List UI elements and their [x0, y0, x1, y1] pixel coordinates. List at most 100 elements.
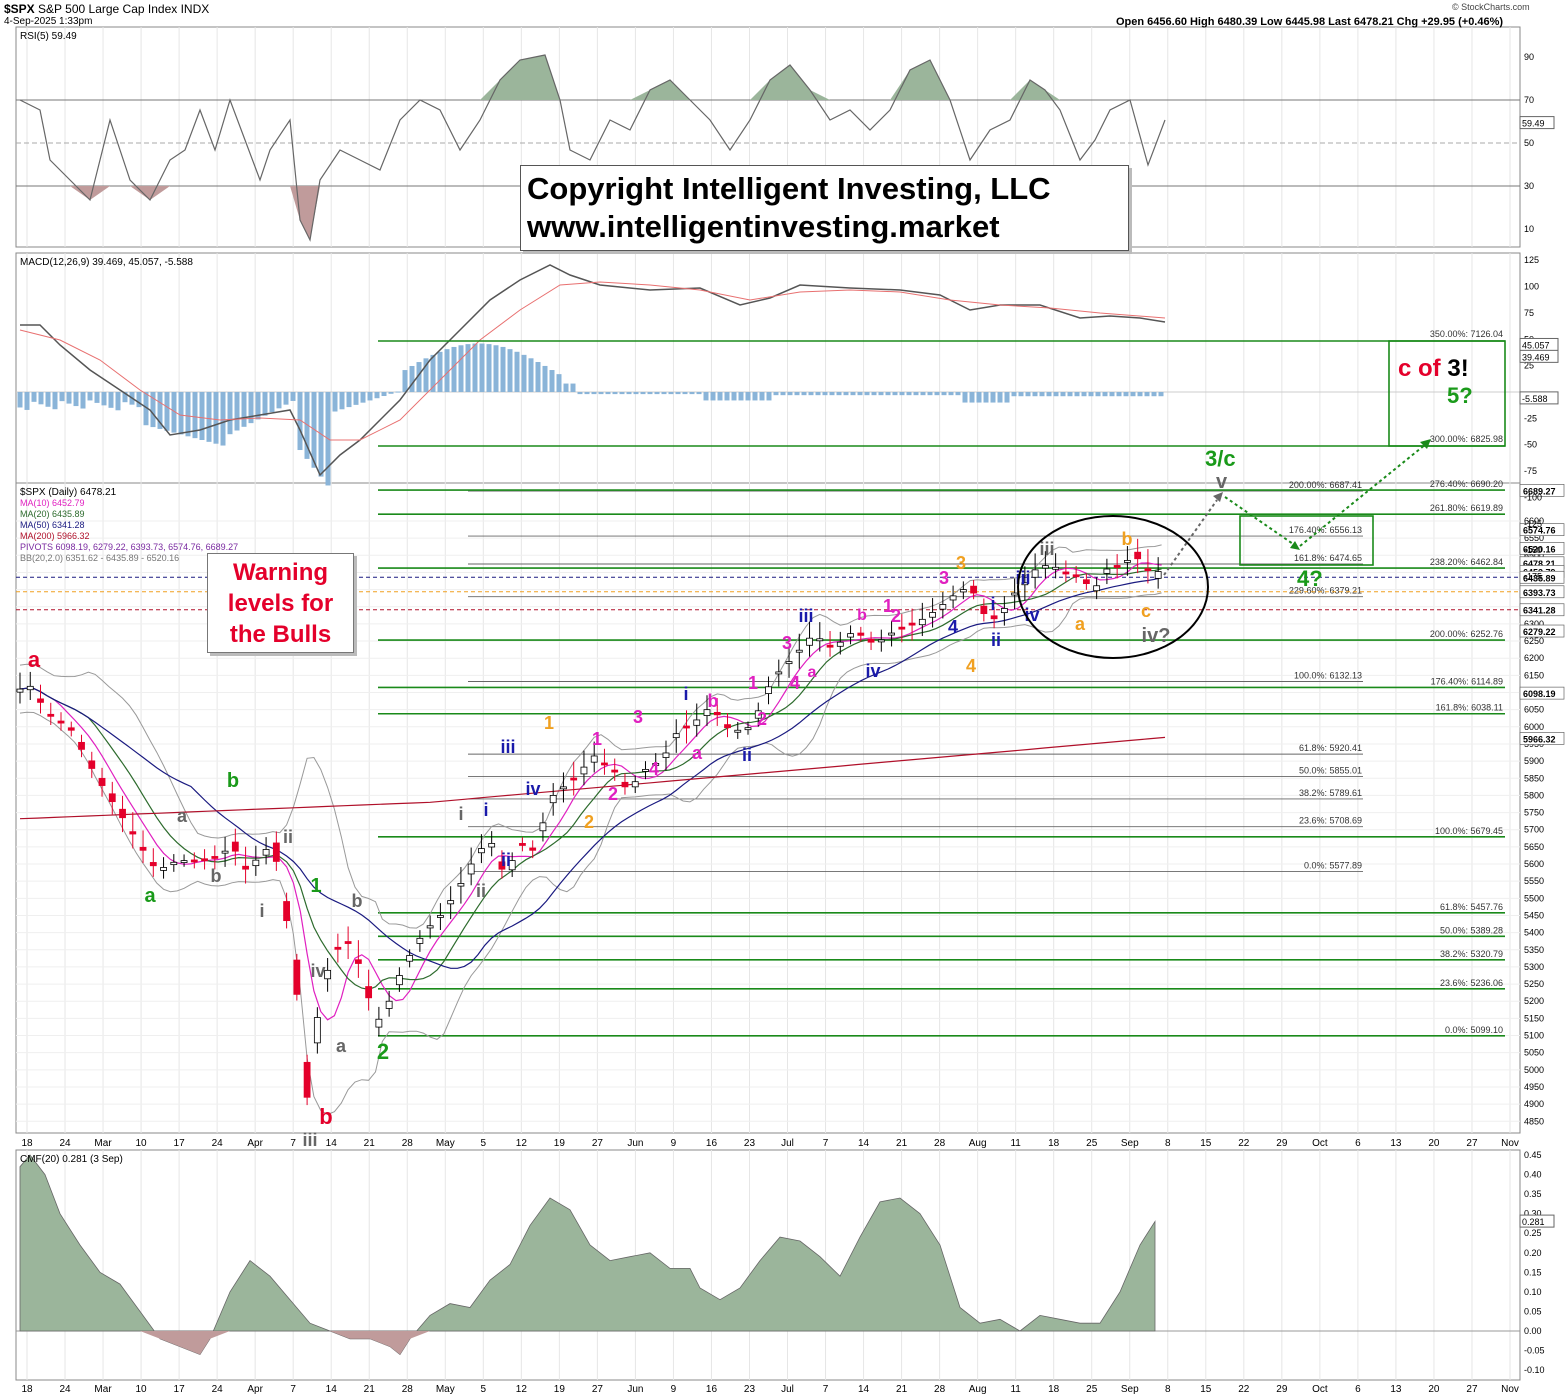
wave-label: i [259, 901, 264, 921]
macd-histogram-bar [122, 392, 128, 403]
rsi-series [19, 54, 1166, 242]
x-tick-label: 28 [402, 1138, 414, 1149]
macd-histogram-bar [633, 392, 639, 395]
wave-label: 3 [633, 707, 643, 727]
macd-histogram-bar [1102, 392, 1108, 397]
price-tick-label: 5150 [1524, 1013, 1544, 1023]
candle-body [990, 615, 998, 620]
price-tick-label: 6300 [1524, 619, 1544, 629]
candle-body [898, 626, 906, 630]
x-tick-label: Apr [247, 1384, 263, 1395]
candle-body [78, 741, 85, 750]
x-tick-label: 14 [326, 1138, 338, 1149]
wave-label: iii [1039, 539, 1054, 559]
candle-body [888, 632, 895, 636]
price-tick-label: 5450 [1524, 910, 1544, 920]
wave-label: 1 [748, 673, 758, 693]
candle-body [590, 755, 598, 763]
annotations: 350.00%: 7126.04 300.00%: 6825.98 c of 3!5… [378, 329, 1506, 659]
macd-histogram-bar [626, 392, 632, 395]
bb-label: BB(20,2.0) 6351.62 - 6435.89 - 6520.16 [20, 553, 179, 563]
x-tick-label: Nov [1501, 1384, 1519, 1395]
x-tick-label: 18 [21, 1138, 33, 1149]
candle-body [621, 781, 629, 788]
x-tick-label: 10 [136, 1384, 148, 1395]
rsi-line [19, 54, 1166, 242]
candle-body [867, 638, 875, 643]
x-tick-label: 8 [1165, 1138, 1171, 1149]
macd-histogram-bar [584, 392, 590, 395]
fib-label: 229.60%: 6379.21 [1289, 586, 1362, 596]
macd-histogram-bar [402, 370, 408, 392]
macd-histogram-bar [66, 392, 72, 404]
macd-histogram-bar [801, 392, 807, 396]
macd-histogram-bar [269, 392, 275, 413]
candle-body [170, 861, 178, 866]
wave-label: a [808, 664, 817, 681]
fib-label: 23.6%: 5708.69 [1299, 816, 1362, 826]
macd-histogram-bar [577, 392, 583, 395]
x-tick-label: 7 [290, 1384, 296, 1395]
price-tag: 6435.89 [1523, 573, 1556, 583]
macd-histogram-bar [1039, 392, 1045, 397]
fib-label: 276.40%: 6690.20 [1430, 479, 1503, 489]
price-tag-box [1519, 523, 1565, 537]
macd-histogram-bar [773, 392, 779, 396]
candle-body [47, 713, 55, 717]
macd-histogram-bar [738, 392, 744, 401]
wave-label: iii [798, 606, 813, 626]
wave-label: b [319, 1104, 332, 1129]
macd-histogram-bar [1032, 392, 1038, 397]
macd-histogram-bar [514, 351, 520, 392]
price-tick-label: 5200 [1524, 996, 1544, 1006]
wave-label: 2 [757, 709, 767, 729]
wave-label: iv [865, 661, 880, 681]
macd-histogram-bar [892, 392, 898, 396]
fib-label: 176.40%: 6114.89 [1431, 676, 1503, 686]
macd-histogram-bar [38, 392, 44, 405]
macd-histogram-bar [472, 343, 478, 392]
macd-histogram-bar [941, 392, 947, 396]
axes: 18182424MarMar101017172424AprApr77141421… [21, 52, 1565, 1395]
candle-body [57, 720, 65, 724]
x-tick-label: Mar [94, 1138, 112, 1149]
macd-histogram-bar [955, 392, 961, 396]
target-label-c-of: c of 3! [1398, 355, 1469, 382]
macd-line [20, 264, 1166, 477]
candle-body [939, 604, 947, 610]
consolidation-circle [1017, 515, 1209, 659]
candle-body [37, 698, 44, 703]
x-tick-label: Aug [969, 1138, 987, 1149]
candle-body [344, 941, 352, 944]
cmf-tag-box [1519, 1214, 1555, 1228]
macd-histogram-bar [920, 392, 926, 396]
price-tick-label: 6550 [1524, 533, 1544, 543]
macd-histogram-bar [451, 346, 457, 392]
price-label: $SPX (Daily) 6478.21 [20, 487, 117, 498]
macd-histogram-bar [437, 351, 443, 392]
wave-label: 1 [883, 596, 893, 616]
candle-body [426, 925, 434, 929]
price-tick-label: 5800 [1524, 790, 1544, 800]
macd-histogram-bar [444, 349, 450, 392]
x-tick-label: 21 [364, 1138, 376, 1149]
macd-tag: 45.057 [1522, 340, 1550, 350]
cmf-tick-label: 0.35 [1524, 1189, 1542, 1199]
macd-histogram-bar [353, 392, 359, 405]
candle-body [1093, 585, 1101, 592]
macd-histogram-bar [766, 392, 772, 401]
macd-histogram-bar [1088, 392, 1094, 397]
macd-histogram-bar [157, 392, 163, 429]
macd-histogram-bar [262, 392, 268, 416]
x-tick-label: May [436, 1138, 455, 1149]
macd-tick-label: -25 [1524, 413, 1537, 423]
macd-histogram-bar [220, 392, 226, 446]
moving-averages [19, 562, 1166, 1021]
price-tick-label: 5350 [1524, 945, 1544, 955]
fib-label: 23.6%: 5236.06 [1440, 978, 1503, 988]
macd-histogram-bar [822, 392, 828, 396]
candle-body [580, 766, 588, 775]
candle-body [324, 969, 332, 980]
x-tick-label: 20 [1428, 1384, 1440, 1395]
x-tick-label: 28 [934, 1384, 946, 1395]
